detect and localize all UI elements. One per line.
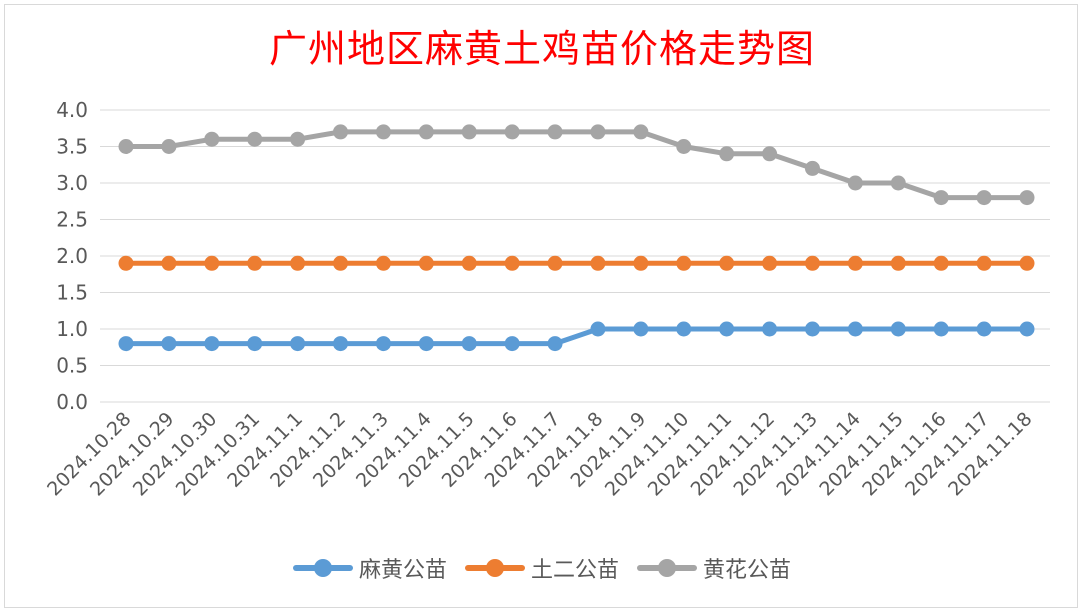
data-point bbox=[204, 131, 220, 147]
data-point bbox=[161, 336, 177, 352]
y-tick-label: 0.0 bbox=[56, 390, 88, 414]
legend-label: 土二公苗 bbox=[530, 558, 619, 583]
series-3 bbox=[118, 124, 1035, 206]
data-point bbox=[118, 255, 134, 271]
data-point bbox=[804, 321, 820, 337]
data-point bbox=[461, 255, 477, 271]
data-point bbox=[290, 131, 306, 147]
chart-title: 广州地区麻黄土鸡苗价格走势图 bbox=[268, 27, 815, 71]
data-point bbox=[247, 131, 263, 147]
legend-entry: 麻黄公苗 bbox=[292, 552, 447, 584]
data-point bbox=[847, 175, 863, 191]
chart-frame bbox=[4, 4, 1078, 608]
data-point bbox=[547, 124, 563, 140]
data-point bbox=[375, 255, 391, 271]
data-point bbox=[461, 124, 477, 140]
data-point bbox=[762, 146, 778, 162]
data-point bbox=[204, 255, 220, 271]
data-point bbox=[247, 255, 263, 271]
data-point bbox=[547, 255, 563, 271]
data-point bbox=[676, 139, 692, 154]
data-point bbox=[290, 336, 306, 352]
data-point bbox=[933, 190, 949, 206]
data-point bbox=[762, 321, 778, 337]
y-tick-label: 0.5 bbox=[56, 354, 88, 378]
series-line bbox=[123, 326, 1030, 347]
data-point bbox=[418, 336, 434, 352]
data-point bbox=[1019, 255, 1035, 271]
data-point bbox=[933, 255, 949, 271]
gridlines bbox=[100, 109, 1050, 403]
data-point bbox=[590, 255, 606, 271]
y-tick-label: 4.0 bbox=[56, 98, 88, 122]
data-point bbox=[890, 255, 906, 271]
y-axis-ticks: 0.0 0.5 1.0 1.5 2.0 2.5 3.0 3.5 4.0 bbox=[56, 98, 88, 414]
data-point bbox=[762, 255, 778, 271]
data-point bbox=[504, 336, 520, 352]
series-line bbox=[123, 129, 1030, 201]
data-point bbox=[504, 255, 520, 271]
data-point bbox=[418, 124, 434, 140]
data-point bbox=[118, 139, 134, 154]
y-tick-label: 2.5 bbox=[56, 208, 88, 232]
data-point bbox=[719, 321, 735, 337]
data-point bbox=[590, 321, 606, 337]
data-point bbox=[247, 336, 263, 352]
y-tick-label: 1.5 bbox=[56, 281, 88, 305]
data-point bbox=[461, 336, 477, 352]
data-point bbox=[504, 124, 520, 140]
legend-swatch bbox=[637, 559, 697, 577]
data-point bbox=[719, 255, 735, 271]
data-point bbox=[161, 255, 177, 271]
data-point bbox=[804, 160, 820, 176]
data-point bbox=[118, 336, 134, 352]
data-point bbox=[676, 321, 692, 337]
data-point bbox=[418, 255, 434, 271]
data-point bbox=[161, 139, 177, 154]
series-1 bbox=[118, 321, 1035, 352]
data-point bbox=[933, 321, 949, 337]
data-point bbox=[333, 124, 349, 140]
x-axis-ticks: 2024.10.282024.10.292024.10.302024.10.31… bbox=[43, 408, 1036, 500]
y-tick-label: 2.0 bbox=[56, 244, 88, 268]
data-point bbox=[204, 336, 220, 352]
legend-entry: 黄花公苗 bbox=[637, 552, 791, 584]
data-point bbox=[590, 124, 606, 140]
y-tick-label: 3.5 bbox=[56, 135, 88, 159]
data-point bbox=[719, 146, 735, 162]
data-point bbox=[804, 255, 820, 271]
y-tick-label: 3.0 bbox=[56, 171, 88, 195]
data-point bbox=[847, 255, 863, 271]
data-point bbox=[547, 336, 563, 352]
series-lines bbox=[118, 124, 1035, 352]
legend-swatch bbox=[292, 559, 353, 577]
data-point bbox=[633, 255, 649, 271]
data-point bbox=[976, 190, 992, 206]
data-point bbox=[676, 255, 692, 271]
data-point bbox=[633, 124, 649, 140]
data-point bbox=[1019, 321, 1035, 337]
data-point bbox=[847, 321, 863, 337]
data-point bbox=[375, 336, 391, 352]
data-point bbox=[333, 255, 349, 271]
legend-entry: 土二公苗 bbox=[464, 552, 619, 584]
series-2 bbox=[118, 255, 1035, 271]
data-point bbox=[333, 336, 349, 352]
data-point bbox=[976, 255, 992, 271]
data-point bbox=[633, 321, 649, 337]
data-point bbox=[890, 321, 906, 337]
legend-swatch bbox=[464, 559, 525, 577]
data-point bbox=[375, 124, 391, 140]
data-point bbox=[976, 321, 992, 337]
data-point bbox=[890, 175, 906, 191]
data-point bbox=[290, 255, 306, 271]
legend-label: 黄花公苗 bbox=[703, 558, 792, 583]
data-point bbox=[1019, 190, 1035, 206]
y-tick-label: 1.0 bbox=[56, 317, 88, 341]
legend-label: 麻黄公苗 bbox=[358, 558, 447, 583]
legend: 麻黄公苗 土二公苗 黄花公苗 bbox=[0, 552, 1084, 584]
